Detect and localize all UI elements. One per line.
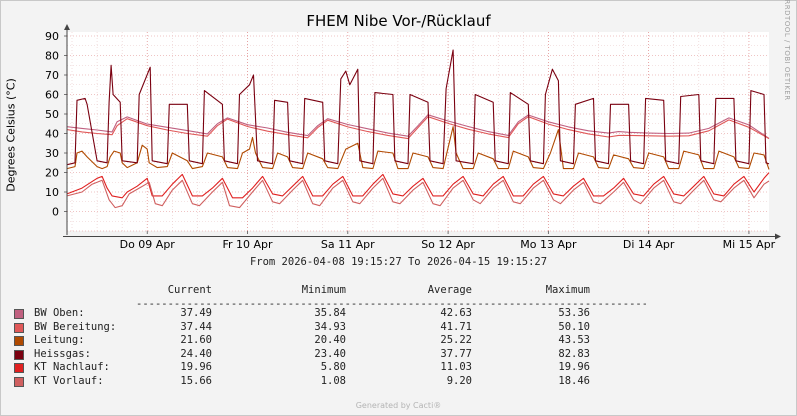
series-line-kt-vorlauf [66, 177, 770, 209]
legend-minimum: 34.93 [314, 320, 346, 333]
legend-maximum: 82.83 [558, 347, 590, 360]
time-range-text: From 2026-04-08 19:15:27 To 2026-04-15 1… [249, 256, 548, 268]
legend-swatch [14, 309, 24, 319]
legend-maximum: 50.10 [558, 320, 590, 333]
legend-rule: ----------------------------------------… [136, 298, 646, 307]
legend-swatch [14, 322, 24, 333]
legend-swatch [14, 349, 24, 360]
legend-row: Heissgas: 24.40 23.40 37.77 82.83 [14, 348, 654, 362]
x-axis-arrow [775, 233, 781, 240]
legend-average: 25.22 [440, 334, 472, 347]
legend-swatch [14, 363, 24, 374]
x-tick-label: So 12 Apr [421, 238, 475, 251]
series-lines [66, 49, 770, 209]
legend-row: Leitung: 21.60 20.40 25.22 43.53 [14, 334, 654, 348]
legend-row: BW Bereitung: 37.44 34.93 41.71 50.10 [14, 321, 654, 335]
y-tick-label: 30 [45, 147, 59, 160]
series-line-leitung [66, 126, 770, 170]
x-tick-label: Do 09 Apr [120, 238, 176, 251]
legend-rows: BW Oben: 37.49 35.84 42.63 53.36 BW Bereitung… [14, 307, 654, 389]
legend-minimum: 23.40 [314, 347, 346, 360]
y-tick-label: 70 [45, 69, 59, 82]
legend-header-row: Current Minimum Average Maximum [14, 284, 654, 298]
legend-current: 37.49 [180, 307, 212, 319]
y-tick-label: 60 [45, 89, 59, 102]
legend-average: 42.63 [440, 307, 472, 319]
legend-label: BW Oben: [34, 307, 85, 319]
legend-table: Current Minimum Average Maximum --------… [14, 284, 654, 389]
y-tick-labels: 0 10 20 30 40 50 60 70 80 90 [45, 30, 59, 219]
chart-title: FHEM Nibe Vor-/Rücklauf [306, 12, 491, 30]
legend-label: KT Nachlauf: [34, 361, 110, 374]
y-tick-label: 90 [45, 30, 59, 43]
series-line-bw-bereitung [66, 116, 770, 140]
series-line-bw-oben [66, 114, 770, 139]
legend-maximum: 19.96 [558, 361, 590, 374]
legend-current: 21.60 [180, 334, 212, 347]
generated-by-footer: Generated by Cacti® [355, 401, 442, 410]
y-tick-label: 10 [45, 186, 59, 199]
legend-label: Heissgas: [34, 347, 91, 360]
legend-average: 9.20 [446, 374, 472, 387]
grid [67, 32, 769, 232]
x-tick-label: Fr 10 Apr [222, 238, 273, 251]
x-tick-label: Mo 13 Apr [520, 238, 577, 251]
y-tick-label: 80 [45, 50, 59, 63]
legend-minimum: 35.84 [314, 307, 346, 319]
legend-maximum: 53.36 [558, 307, 590, 319]
legend-average: 41.71 [440, 320, 472, 333]
legend-average: 37.77 [440, 347, 472, 360]
series-line-heissgas [66, 49, 770, 166]
legend-header-maximum: Maximum [545, 284, 590, 296]
y-tick-label: 0 [52, 206, 59, 219]
legend-row: BW Oben: 37.49 35.84 42.63 53.36 [14, 307, 654, 321]
axes [63, 24, 781, 240]
legend-current: 19.96 [180, 361, 212, 374]
y-tick-label: 40 [45, 128, 59, 141]
legend-current: 37.44 [180, 320, 212, 333]
legend-swatch [14, 336, 24, 347]
legend-maximum: 43.53 [558, 334, 590, 347]
x-tick-label: Mi 15 Apr [723, 238, 776, 251]
x-tick-label: Di 14 Apr [623, 238, 675, 251]
legend-minimum: 1.08 [320, 374, 346, 387]
legend-row: KT Vorlauf: 15.66 1.08 9.20 18.46 [14, 375, 654, 389]
legend-current: 24.40 [180, 347, 212, 360]
y-tick-label: 20 [45, 167, 59, 180]
legend-minimum: 20.40 [314, 334, 346, 347]
legend-label: BW Bereitung: [34, 320, 117, 333]
legend-header-minimum: Minimum [301, 284, 346, 296]
legend-label: KT Vorlauf: [34, 374, 104, 387]
legend-current: 15.66 [180, 374, 212, 387]
x-tick-label: Sa 11 Apr [321, 238, 375, 251]
y-axis-arrow [64, 24, 70, 30]
legend-average: 11.03 [440, 361, 472, 374]
legend-swatch [14, 376, 24, 387]
legend-minimum: 5.80 [320, 361, 346, 374]
legend-label: Leitung: [34, 334, 85, 347]
legend-maximum: 18.46 [558, 374, 590, 387]
series-line-kt-nachlauf [66, 172, 770, 199]
legend-header-average: Average [427, 284, 472, 296]
legend-header-current: Current [167, 284, 212, 296]
legend-row: KT Nachlauf: 19.96 5.80 11.03 19.96 [14, 361, 654, 375]
y-tick-label: 50 [45, 108, 59, 121]
x-tick-labels: Do 09 Apr Fr 10 Apr Sa 11 Apr So 12 Apr Mo 1… [120, 238, 776, 251]
